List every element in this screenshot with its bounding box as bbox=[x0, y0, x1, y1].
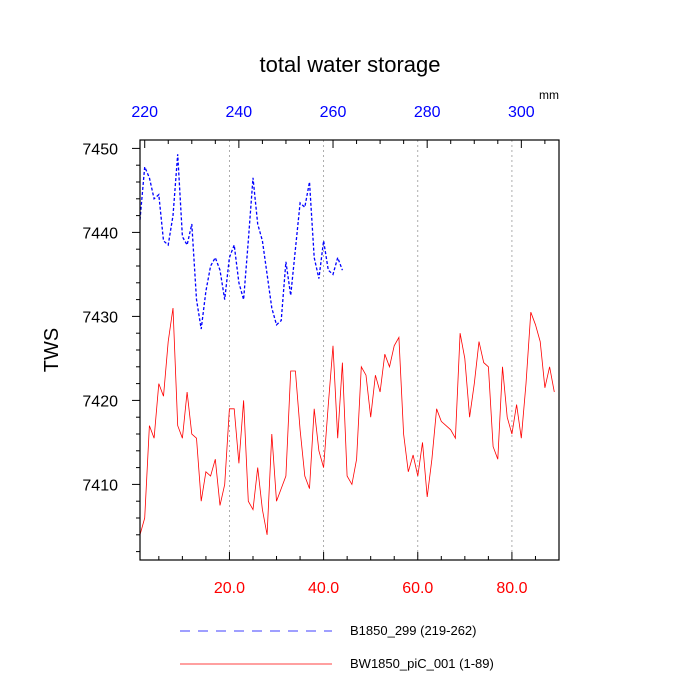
bottom-tick-label: 60.0 bbox=[402, 580, 433, 597]
top-tick-label: 260 bbox=[320, 104, 347, 121]
legend-label-0: B1850_299 (219-262) bbox=[350, 623, 477, 638]
top-tick-label: 240 bbox=[226, 104, 253, 121]
top-tick-label: 300 bbox=[508, 104, 535, 121]
top-tick-label: 280 bbox=[414, 104, 441, 121]
top-axis-units: mm bbox=[539, 88, 559, 102]
series-line-0 bbox=[139, 154, 344, 330]
chart-title: total water storage bbox=[260, 52, 441, 77]
bottom-tick-label: 20.0 bbox=[214, 580, 245, 597]
series-line-1 bbox=[139, 307, 555, 535]
legend-label-1: BW1850_piC_001 (1-89) bbox=[350, 656, 494, 671]
axis-ticks: 20.0 40.0 60.0 80.0 220 240 260 280 300 7410 7420 7… bbox=[82, 104, 560, 597]
bottom-tick-label: 40.0 bbox=[308, 580, 339, 597]
plot-frame bbox=[139, 139, 560, 561]
y-tick-label: 7420 bbox=[82, 393, 118, 410]
series-group bbox=[139, 154, 555, 535]
bottom-tick-label: 80.0 bbox=[496, 580, 527, 597]
grid-lines bbox=[229, 140, 513, 560]
y-tick-label: 7440 bbox=[82, 225, 118, 242]
y-tick-label: 7450 bbox=[82, 141, 118, 158]
y-axis-label: TWS bbox=[41, 328, 63, 372]
top-tick-label: 220 bbox=[131, 104, 158, 121]
legend: B1850_299 (219-262) BW1850_piC_001 (1-89) bbox=[180, 623, 494, 671]
y-tick-label: 7430 bbox=[82, 309, 118, 326]
y-tick-label: 7410 bbox=[82, 477, 118, 494]
